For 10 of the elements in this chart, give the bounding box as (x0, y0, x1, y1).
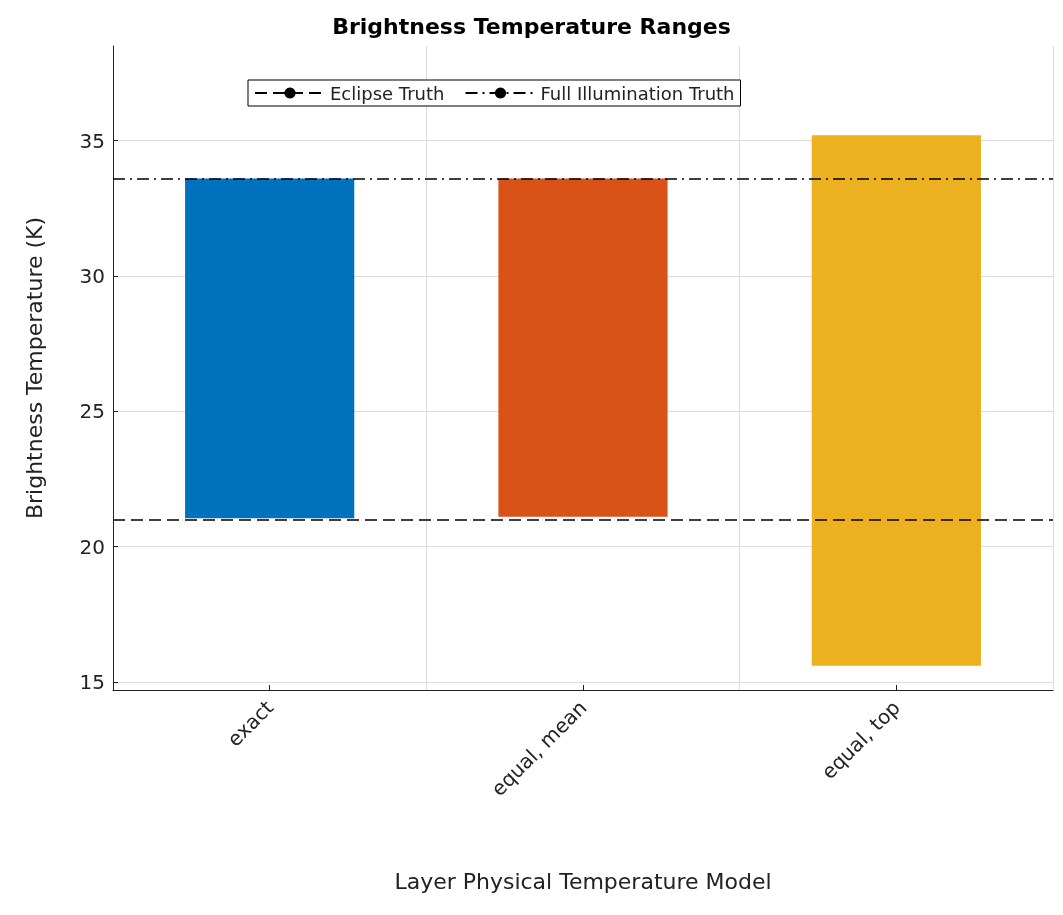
y-tick-label: 15 (79, 669, 105, 694)
y-axis-title: Brightness Temperature (K) (21, 216, 47, 520)
legend-label: Eclipse Truth (330, 82, 445, 104)
y-tick-label: 25 (79, 399, 105, 424)
x-axis-title: Layer Physical Temperature Model (394, 868, 772, 894)
y-tick-label: 20 (79, 534, 105, 559)
legend-label: Full Illumination Truth (540, 82, 735, 104)
y-tick-label: 35 (79, 128, 105, 153)
chart-title: Brightness Temperature Ranges (332, 13, 731, 39)
y-tick-label: 30 (79, 264, 105, 288)
